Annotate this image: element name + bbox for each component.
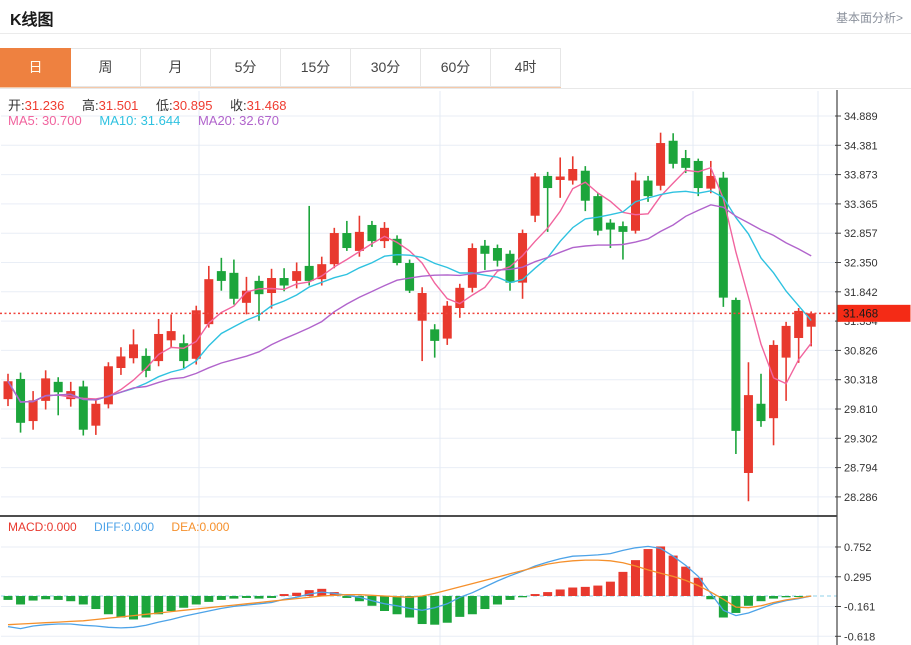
chart-area[interactable]: 34.889 34.381 33.873 33.365 32.857 32.350 31.8… bbox=[0, 88, 911, 645]
tab-15分[interactable]: 15分 bbox=[281, 48, 351, 87]
candle-series bbox=[3, 132, 816, 502]
tab-日[interactable]: 日 bbox=[0, 48, 71, 87]
diff-readout: DIFF:0.000 bbox=[94, 520, 155, 534]
kline-macd-chart[interactable]: 34.889 34.381 33.873 33.365 32.857 32.350 31.8… bbox=[0, 89, 911, 645]
tab-30分[interactable]: 30分 bbox=[351, 48, 421, 87]
page-title: K线图 bbox=[10, 12, 54, 29]
svg-text:29.810: 29.810 bbox=[844, 404, 878, 416]
current-price-tag: 31.468 bbox=[837, 304, 911, 322]
svg-text:31.468: 31.468 bbox=[843, 308, 878, 320]
svg-text:33.365: 33.365 bbox=[844, 199, 878, 211]
svg-text:29.302: 29.302 bbox=[844, 433, 878, 445]
svg-text:30.826: 30.826 bbox=[844, 345, 878, 357]
macd-readout: MACD:0.000 bbox=[8, 520, 77, 534]
dea-readout: DEA:0.000 bbox=[171, 520, 230, 534]
svg-text:-0.161: -0.161 bbox=[844, 601, 875, 613]
macd-histogram bbox=[3, 546, 804, 625]
svg-text:31.842: 31.842 bbox=[844, 287, 878, 299]
svg-text:0.752: 0.752 bbox=[844, 542, 872, 554]
svg-text:32.350: 32.350 bbox=[844, 258, 878, 270]
svg-text:-0.618: -0.618 bbox=[844, 631, 875, 643]
ma5-line bbox=[7, 166, 812, 403]
ma10-readout: MA10: 31.644 bbox=[99, 113, 181, 128]
high-readout: 高:31.501 bbox=[82, 98, 139, 113]
ma10-line bbox=[7, 190, 812, 403]
ma5-readout: MA5: 30.700 bbox=[8, 113, 82, 128]
dea-line bbox=[7, 559, 812, 626]
svg-text:33.873: 33.873 bbox=[844, 170, 878, 182]
fundamental-analysis-link[interactable]: 基本面分析> bbox=[835, 11, 903, 25]
tab-周[interactable]: 周 bbox=[71, 48, 141, 87]
macd-legend: MACD:0.000 DIFF:0.000 DEA:0.000 bbox=[8, 520, 243, 534]
svg-text:28.286: 28.286 bbox=[844, 492, 878, 504]
diff-line bbox=[7, 545, 812, 630]
open-readout: 开:31.236 bbox=[8, 98, 65, 113]
tab-60分[interactable]: 60分 bbox=[421, 48, 491, 87]
svg-text:32.857: 32.857 bbox=[844, 228, 878, 240]
grid-lines bbox=[1, 91, 837, 645]
svg-text:30.318: 30.318 bbox=[844, 375, 878, 387]
ohlc-legend: 开:31.236 高:31.501 低:30.895 收:31.468 bbox=[8, 95, 300, 114]
title-bar: K线图 基本面分析> bbox=[0, 0, 911, 34]
tab-5分[interactable]: 5分 bbox=[211, 48, 281, 87]
period-tabs: 日周月 5分 15分 30分 60分 4时 bbox=[0, 48, 561, 89]
svg-text:34.381: 34.381 bbox=[844, 140, 878, 152]
ma-legend: MA5: 30.700 MA10: 31.644 MA20: 32.670 bbox=[8, 113, 293, 128]
svg-text:28.794: 28.794 bbox=[844, 463, 878, 475]
svg-text:34.889: 34.889 bbox=[844, 111, 878, 123]
tab-月[interactable]: 月 bbox=[141, 48, 211, 87]
price-axis: 34.889 34.381 33.873 33.365 32.857 32.350 31.8… bbox=[835, 90, 878, 645]
low-readout: 低:30.895 bbox=[156, 98, 213, 113]
close-readout: 收:31.468 bbox=[230, 98, 287, 113]
ma20-readout: MA20: 32.670 bbox=[197, 113, 279, 128]
tab-4时[interactable]: 4时 bbox=[491, 48, 561, 87]
svg-text:0.295: 0.295 bbox=[844, 572, 872, 584]
ma20-line bbox=[7, 204, 812, 403]
